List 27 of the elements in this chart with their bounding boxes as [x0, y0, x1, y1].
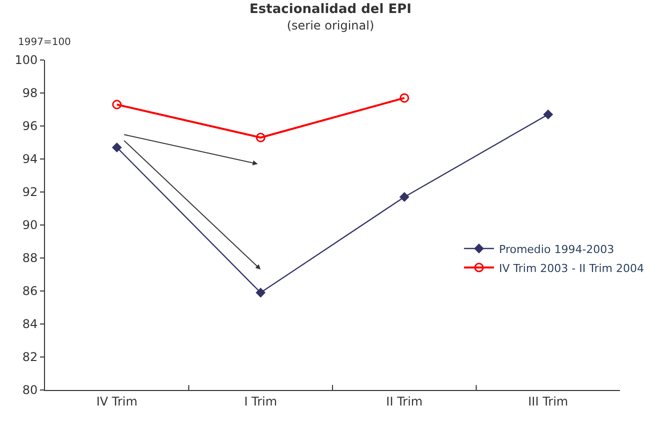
chart-subtitle: (serie original) [286, 18, 374, 33]
y-tick-label: 84 [22, 317, 38, 332]
y-tick-label: 92 [22, 185, 38, 200]
x-tick-label: III Trim [528, 394, 568, 408]
point [256, 288, 266, 298]
y-tick-label: 90 [22, 218, 38, 232]
chart-title: Estacionalidad del EPI [250, 2, 412, 17]
x-tick-label: II Trim [386, 394, 423, 408]
point [112, 142, 122, 152]
y-tick-label: 86 [22, 284, 38, 298]
x-tick-label: IV Trim [96, 394, 138, 408]
y-tick-label: 88 [22, 251, 38, 266]
y-tick-label: 98 [22, 86, 38, 100]
y-tick-label: 96 [22, 119, 38, 134]
point [543, 110, 553, 120]
y-tick-label: 94 [22, 152, 38, 166]
legend-label: IV Trim 2003 - II Trim 2004 [499, 262, 644, 275]
x-tick-label: I Trim [244, 394, 278, 408]
point [112, 100, 122, 110]
y-tick-label: 100 [14, 53, 38, 68]
point [400, 192, 410, 202]
text: 1997=100 [18, 37, 71, 48]
point [400, 93, 410, 103]
point [256, 132, 266, 142]
legend-label: Promedio 1994-2003 [499, 242, 614, 256]
y-tick-label: 82 [22, 350, 38, 364]
y-tick-label: 80 [22, 383, 38, 398]
